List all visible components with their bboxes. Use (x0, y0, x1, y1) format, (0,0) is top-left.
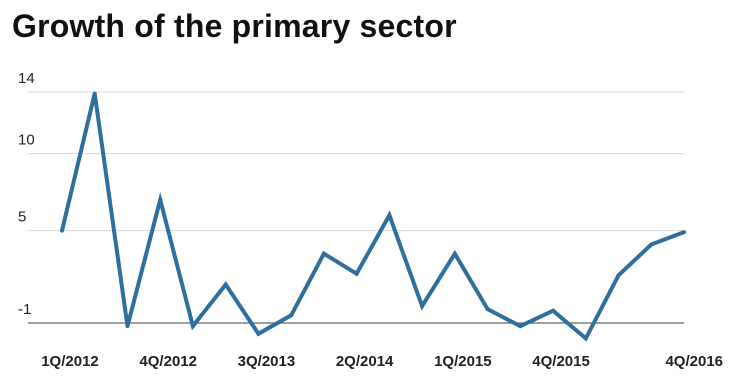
y-tick-label: 5 (18, 209, 26, 226)
data-point (92, 91, 97, 96)
data-point (420, 304, 425, 309)
y-tick-label: 10 (18, 132, 35, 149)
x-axis-ticks: 1Q/2012 4Q/2012 3Q/2013 2Q/2014 1Q/2015 4Q/20… (41, 353, 723, 370)
data-point (485, 307, 490, 312)
x-tick-label: 4Q/2016 (665, 353, 723, 370)
x-tick-label: 4Q/2012 (139, 353, 197, 370)
data-point (125, 324, 130, 329)
data-point (452, 251, 457, 256)
x-tick-label: 4Q/2015 (532, 353, 590, 370)
x-tick-label: 1Q/2015 (434, 353, 492, 370)
x-tick-label: 1Q/2012 (41, 353, 99, 370)
data-point (158, 197, 163, 202)
data-point (551, 308, 556, 313)
series-line (60, 93, 685, 342)
data-point (60, 228, 64, 233)
y-axis-ticks: 14 10 5 -1 (18, 70, 35, 318)
data-point (190, 324, 195, 329)
data-point (649, 242, 654, 247)
x-tick-label: 3Q/2013 (238, 353, 296, 370)
data-point (223, 282, 228, 287)
data-point (354, 271, 359, 276)
y-tick-label: 14 (18, 70, 35, 87)
data-point (518, 324, 523, 329)
data-point (616, 273, 621, 278)
data-point (256, 331, 261, 336)
gridlines (28, 91, 684, 324)
series-layer (60, 91, 686, 342)
chart-title: Growth of the primary sector (12, 8, 457, 44)
y-tick-label: -1 (18, 301, 31, 318)
data-point (583, 336, 588, 341)
data-point (387, 213, 392, 218)
data-point (682, 230, 686, 235)
x-tick-label: 2Q/2014 (336, 353, 394, 370)
data-point (289, 313, 294, 318)
data-point (321, 251, 326, 256)
